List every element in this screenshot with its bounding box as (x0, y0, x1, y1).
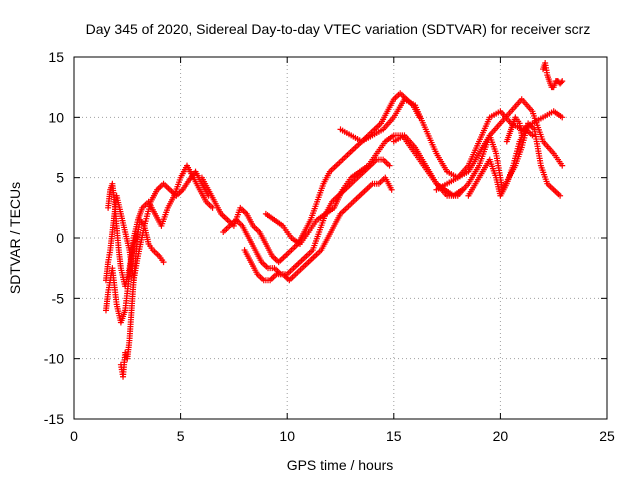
y-tick-label: 10 (48, 109, 64, 125)
x-tick-label: 10 (279, 428, 295, 444)
data-point (518, 132, 525, 139)
y-axis: -15 -10 -5 0 5 10 15 (44, 49, 607, 427)
data-point (529, 132, 536, 139)
data-point (388, 186, 395, 193)
plot-border (73, 56, 608, 420)
data-point (559, 78, 566, 85)
y-tick-label: 0 (56, 230, 64, 246)
x-axis: 0 5 10 15 20 25 (70, 57, 615, 444)
data-point (209, 204, 216, 211)
x-tick-label: 0 (70, 428, 78, 444)
y-tick-label: 5 (56, 170, 64, 186)
y-tick-label: -15 (44, 411, 64, 427)
data-points (102, 60, 566, 380)
data-point (558, 79, 565, 86)
data-point (386, 162, 393, 169)
grid (74, 57, 607, 419)
data-point (134, 228, 141, 235)
y-tick-label: -5 (52, 290, 65, 306)
y-tick-label: -10 (44, 351, 64, 367)
x-tick-label: 25 (599, 428, 615, 444)
x-tick-label: 5 (177, 428, 185, 444)
x-axis-label: GPS time / hours (287, 457, 394, 473)
plot-frame (73, 56, 608, 420)
y-axis-label: SDTVAR / TECUs (7, 182, 23, 294)
y-tick-label: 15 (48, 49, 64, 65)
data-point (559, 162, 566, 169)
data-point (557, 192, 564, 199)
chart-title: Day 345 of 2020, Sidereal Day-to-day VTE… (86, 21, 591, 37)
x-tick-label: 20 (493, 428, 509, 444)
data-point (160, 259, 167, 266)
data-point (559, 114, 566, 121)
x-tick-label: 15 (386, 428, 402, 444)
